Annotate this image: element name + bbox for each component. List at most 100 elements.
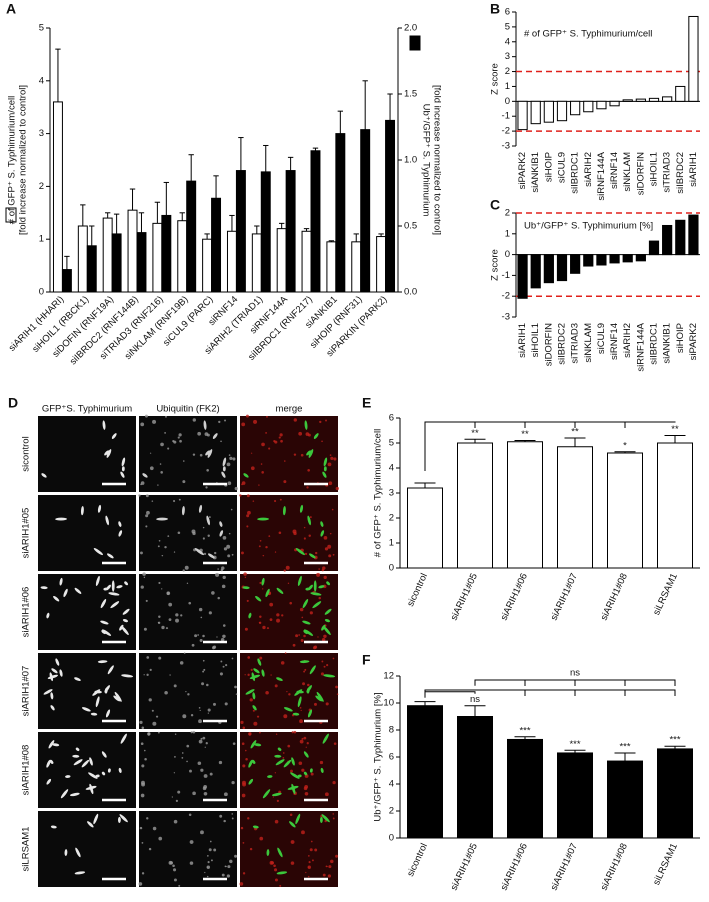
speckle <box>265 691 269 695</box>
x-tick-label: siPARK2 <box>517 152 528 189</box>
significance-label: ** <box>671 424 679 435</box>
bacterium <box>323 466 327 472</box>
speckle <box>143 627 147 631</box>
speckle <box>278 436 281 439</box>
speckle <box>213 551 217 555</box>
speckle <box>168 860 173 865</box>
bacterium <box>291 757 295 766</box>
speckle <box>324 547 329 551</box>
bacterium <box>255 595 262 602</box>
x-tick-label: siANKIB1 <box>530 152 541 193</box>
bacterium <box>297 774 302 778</box>
bacterium <box>74 587 82 594</box>
significance-label: *** <box>669 735 680 746</box>
speckle <box>273 499 277 503</box>
bacterium <box>120 733 127 744</box>
speckle <box>172 864 175 868</box>
error-bar <box>312 147 319 151</box>
speckle <box>140 585 144 589</box>
column-header: GFP⁺S. Typhimurium <box>42 404 132 415</box>
legend-swatch <box>5 207 17 223</box>
speckle <box>223 792 228 797</box>
x-tick-label: siARIH1 <box>688 152 699 187</box>
error-bar <box>80 204 86 226</box>
bacterium <box>105 709 111 718</box>
y2-tick-label: 0.5 <box>404 221 417 232</box>
speckle <box>229 456 233 460</box>
speckle <box>307 683 310 687</box>
bacterium <box>46 778 52 785</box>
bacterium <box>205 450 211 456</box>
bacterium <box>50 825 57 829</box>
error-bar <box>664 745 686 749</box>
speckle <box>303 526 306 529</box>
bacterium <box>307 709 313 718</box>
bacterium <box>276 587 284 594</box>
error-bar <box>514 440 536 442</box>
speckle <box>256 715 260 718</box>
significance-label: *** <box>569 739 580 750</box>
bar <box>648 240 660 256</box>
speckle <box>245 757 248 761</box>
speckle <box>244 576 247 579</box>
speckle <box>289 813 293 816</box>
bacterium <box>323 674 336 678</box>
speckle <box>323 575 327 580</box>
speckle <box>299 607 304 612</box>
bacterium <box>88 772 98 779</box>
bacterium <box>100 620 109 625</box>
speckle <box>188 813 192 816</box>
bacterium <box>75 847 81 858</box>
speckle <box>203 774 208 778</box>
speckle <box>247 673 250 677</box>
bacterium <box>252 705 257 711</box>
speckle <box>332 817 335 820</box>
speckle <box>250 466 255 471</box>
speckle <box>185 690 187 693</box>
speckle <box>173 684 177 688</box>
speckle <box>183 460 185 462</box>
speckle <box>262 554 265 557</box>
speckle <box>246 494 250 498</box>
speckle <box>221 873 225 877</box>
bacterium <box>322 471 327 478</box>
speckle <box>292 643 296 647</box>
speckle <box>283 480 287 484</box>
y2-axis-label: Ub⁺/GFP⁺ S. Typhimurium <box>420 104 431 217</box>
bracket <box>424 689 676 698</box>
speckle <box>329 532 332 535</box>
speckle <box>247 656 251 659</box>
bacterium <box>121 466 125 472</box>
y2-axis-label: [fold increase normalized to control] <box>431 85 442 235</box>
error-bar <box>104 212 111 219</box>
bacterium <box>306 450 312 456</box>
y-tick-label: 4 <box>505 36 510 47</box>
speckle <box>253 419 258 424</box>
bacterium <box>101 629 112 636</box>
speckle <box>169 674 171 676</box>
bacterium <box>219 521 223 527</box>
speckle <box>222 575 226 580</box>
bacterium <box>303 629 314 636</box>
y-axis-label: Z score <box>490 63 501 95</box>
speckle <box>319 420 322 424</box>
error-bar <box>464 438 486 443</box>
bacterium <box>50 705 55 711</box>
speckle <box>157 731 160 734</box>
y-tick-label: 5 <box>505 21 510 32</box>
y-tick-label: 4 <box>389 779 394 790</box>
bacterium <box>253 668 260 674</box>
speckle <box>143 749 146 752</box>
x-tick-label: siARIH2 <box>622 323 633 358</box>
bacterium <box>43 689 53 695</box>
row-label: siARIH1#05 <box>21 508 32 559</box>
speckle <box>274 684 278 688</box>
speckle <box>146 673 149 677</box>
speckle <box>231 817 234 820</box>
x-tick-label: siARIH1#05 <box>449 842 480 893</box>
speckle <box>321 568 325 572</box>
bacterium <box>276 871 288 875</box>
speckle <box>178 884 181 887</box>
speckle <box>300 453 304 457</box>
bar <box>152 222 163 293</box>
